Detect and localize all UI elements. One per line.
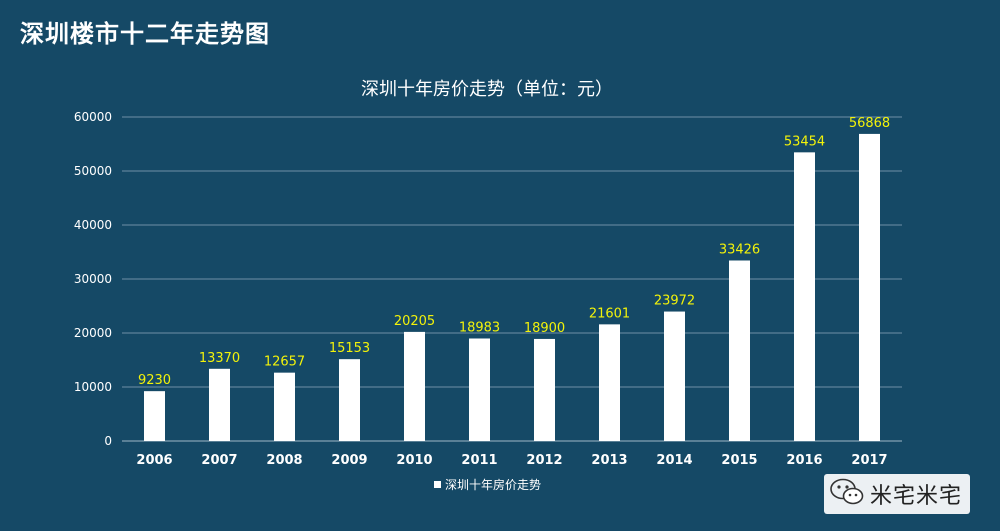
data-label-2017: 56868: [849, 116, 890, 131]
x-tick-label: 2007: [201, 453, 237, 468]
y-tick-label: 30000: [74, 272, 112, 286]
bar-2017: [859, 133, 880, 442]
data-label-2011: 18983: [459, 320, 500, 335]
data-label-2006: 9230: [138, 373, 171, 388]
data-label-2009: 15153: [329, 341, 370, 356]
x-tick-label: 2011: [461, 453, 497, 468]
data-label-2007: 13370: [199, 351, 240, 366]
bar-2009: [339, 359, 360, 441]
grid-lines: [122, 116, 902, 442]
page-title: 深圳楼市十二年走势图: [20, 19, 270, 48]
data-labels: 9230 13370 12657 15153 20205 18983 18900 21601 2…: [138, 116, 890, 388]
watermark: 米宅米宅: [824, 474, 971, 514]
y-tick-label: 10000: [74, 380, 112, 394]
data-label-2010: 20205: [394, 314, 435, 329]
y-tick-label: 50000: [74, 164, 112, 178]
data-label-2008: 12657: [264, 355, 305, 370]
x-axis-tick-labels: 2006 2007 2008 2009 2010 2011 2012 2013 2014 2015…: [136, 453, 887, 468]
x-tick-label: 2006: [136, 453, 172, 468]
bar-2016: [794, 152, 815, 442]
bar-2006: [144, 391, 165, 441]
y-axis-tick-labels: 0 10000 20000 30000 40000 50000 60000: [74, 110, 112, 448]
x-tick-label: 2017: [851, 453, 887, 468]
bar-2008: [274, 372, 295, 441]
x-tick-label: 2012: [526, 453, 562, 468]
x-tick-label: 2013: [591, 453, 627, 468]
y-tick-label: 20000: [74, 326, 112, 340]
x-tick-label: 2008: [266, 453, 302, 468]
y-tick-label: 60000: [74, 110, 112, 124]
x-tick-label: 2016: [786, 453, 822, 468]
x-tick-label: 2010: [396, 453, 432, 468]
bar-2011: [469, 338, 490, 441]
data-label-2012: 18900: [524, 321, 565, 336]
y-tick-label: 0: [104, 434, 112, 448]
data-label-2013: 21601: [589, 306, 630, 321]
data-label-2014: 23972: [654, 294, 695, 309]
bar-2012: [534, 338, 555, 441]
data-label-2016: 53454: [784, 134, 825, 149]
bar-2013: [599, 324, 620, 441]
watermark-text: 米宅米宅: [870, 484, 963, 509]
legend: 深圳十年房价走势: [434, 477, 541, 492]
y-tick-label: 40000: [74, 218, 112, 232]
chart-title: 深圳十年房价走势（单位：元）: [361, 79, 613, 100]
x-tick-label: 2014: [656, 453, 692, 468]
bar-2015: [729, 260, 750, 441]
bar-2010: [404, 331, 425, 441]
wechat-icon: [830, 478, 864, 510]
legend-swatch: [434, 481, 441, 488]
bar-2007: [209, 368, 230, 441]
x-tick-label: 2009: [331, 453, 367, 468]
x-tick-label: 2015: [721, 453, 757, 468]
bar-2014: [664, 311, 685, 441]
data-label-2015: 33426: [719, 242, 760, 257]
legend-label: 深圳十年房价走势: [445, 477, 541, 492]
bars: [144, 133, 880, 442]
